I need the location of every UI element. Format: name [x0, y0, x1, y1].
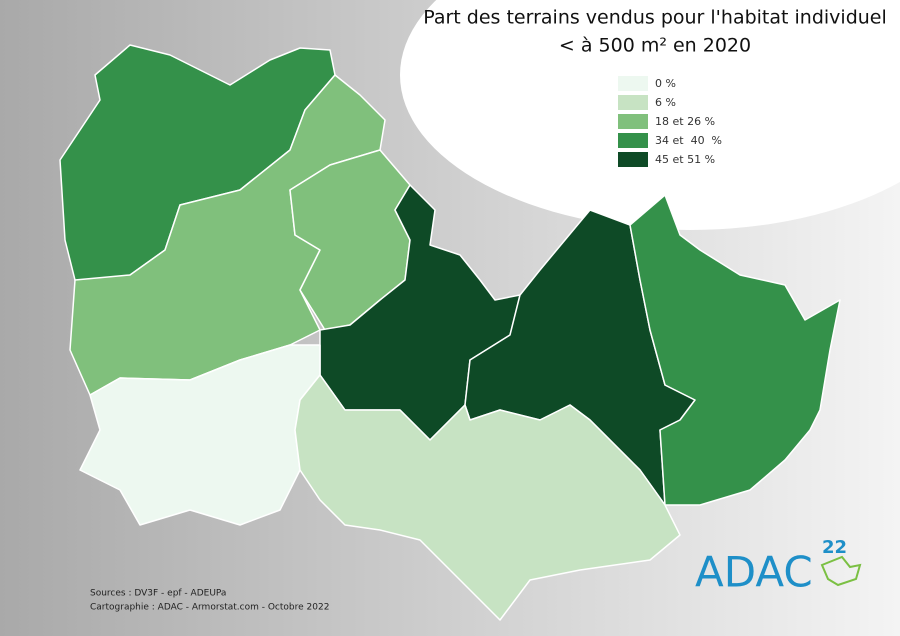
logo-number: 22	[822, 537, 847, 558]
legend-label: 18 et 26 %	[655, 115, 715, 128]
region	[629, 194, 841, 506]
legend-swatch	[618, 133, 648, 148]
legend-label: 34 et 40 %	[655, 134, 722, 147]
legend-swatch	[618, 114, 648, 129]
title-line: < à 500 m² en 2020	[559, 35, 751, 57]
regions	[59, 44, 841, 621]
legend: 0 % 6 % 18 et 26 % 34 et 40 % 45 et 51 %	[618, 76, 722, 167]
legend-label: 45 et 51 %	[655, 153, 715, 166]
region	[294, 374, 681, 621]
legend-swatch	[618, 152, 648, 167]
legend-label: 0 %	[655, 77, 676, 90]
legend-swatch	[618, 95, 648, 110]
legend-swatch	[618, 76, 648, 91]
logo-shape	[820, 555, 862, 587]
logo-text: ADAC	[695, 548, 813, 597]
sources: Sources : DV3F - epf - ADEUPa	[90, 589, 226, 599]
credits: Cartographie : ADAC - Armorstat.com - Oc…	[90, 603, 329, 613]
title-line: Part des terrains vendus pour l'habitat …	[423, 7, 887, 29]
legend-label: 6 %	[655, 96, 676, 109]
title-backdrop	[400, 0, 900, 230]
